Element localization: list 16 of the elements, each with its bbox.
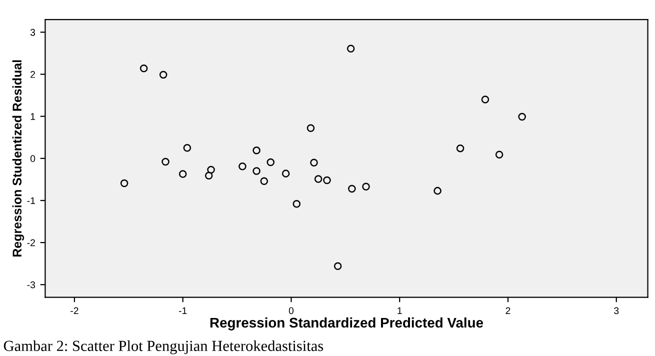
y-tick-label: 1: [30, 113, 35, 120]
x-tick-label: -1: [178, 307, 187, 314]
y-tick-label: 3: [30, 28, 36, 36]
y-tick-label: -1: [27, 197, 35, 204]
y-tick-label: -2: [27, 239, 35, 246]
y-axis-title: Regression Studentized Residual: [12, 60, 24, 257]
y-tick-label: -3: [27, 281, 36, 288]
x-tick-label: -2: [70, 307, 78, 314]
y-tick-label: 0: [30, 155, 36, 162]
text: Gambar 2: Scatter Plot Pengujian Heterokedastisitas: [4, 340, 324, 354]
x-tick-label: 2: [506, 307, 510, 314]
x-tick-label: 0: [288, 307, 294, 314]
x-tick-label: 1: [398, 307, 402, 314]
x-tick-label: 3: [614, 307, 619, 314]
y-tick-label: 2: [30, 71, 35, 78]
x-axis-title: Regression Standardized Predicted Value: [210, 317, 484, 330]
